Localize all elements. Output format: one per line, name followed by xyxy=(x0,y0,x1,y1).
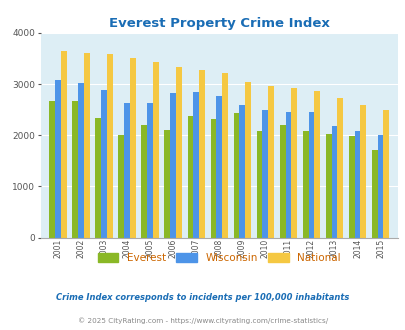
Bar xyxy=(222,73,227,238)
Bar xyxy=(124,103,130,238)
Bar xyxy=(308,112,313,238)
Bar xyxy=(285,112,290,238)
Bar xyxy=(83,53,90,238)
Bar xyxy=(256,131,262,238)
Bar xyxy=(61,51,66,238)
Bar xyxy=(262,110,268,238)
Bar xyxy=(187,116,193,238)
Bar xyxy=(49,101,55,238)
Bar xyxy=(313,91,319,238)
Bar xyxy=(233,113,239,238)
Bar xyxy=(95,118,101,238)
Bar xyxy=(118,135,124,238)
Bar xyxy=(101,90,107,238)
Text: Crime Index corresponds to incidents per 100,000 inhabitants: Crime Index corresponds to incidents per… xyxy=(56,293,349,302)
Bar xyxy=(130,57,135,238)
Bar xyxy=(153,62,158,238)
Bar xyxy=(141,125,147,238)
Bar xyxy=(176,67,181,238)
Bar xyxy=(107,54,112,238)
Bar xyxy=(371,149,377,238)
Bar xyxy=(72,101,78,238)
Bar xyxy=(331,126,337,238)
Bar xyxy=(210,119,216,238)
Bar xyxy=(78,82,83,238)
Bar xyxy=(354,131,360,238)
Bar xyxy=(290,88,296,238)
Bar xyxy=(377,135,383,238)
Bar xyxy=(55,80,61,238)
Bar xyxy=(325,134,331,238)
Legend: Everest, Wisconsin, National: Everest, Wisconsin, National xyxy=(93,248,344,267)
Bar xyxy=(239,105,245,238)
Bar xyxy=(302,131,308,238)
Bar xyxy=(193,92,198,238)
Bar xyxy=(279,125,285,238)
Bar xyxy=(170,93,176,238)
Title: Everest Property Crime Index: Everest Property Crime Index xyxy=(109,17,329,30)
Bar xyxy=(245,82,250,238)
Bar xyxy=(337,98,342,238)
Bar xyxy=(164,130,170,238)
Bar xyxy=(360,105,365,238)
Bar xyxy=(383,110,388,238)
Bar xyxy=(348,136,354,238)
Bar xyxy=(198,70,205,238)
Text: © 2025 CityRating.com - https://www.cityrating.com/crime-statistics/: © 2025 CityRating.com - https://www.city… xyxy=(78,318,327,324)
Bar xyxy=(147,103,153,238)
Bar xyxy=(268,86,273,238)
Bar xyxy=(216,96,222,238)
